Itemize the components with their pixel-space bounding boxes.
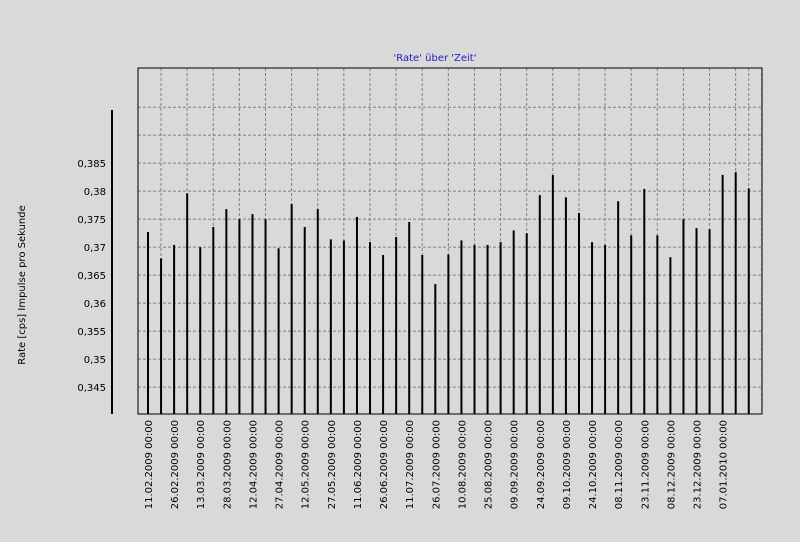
x-tick-label: 11.02.2009 00:00 xyxy=(144,420,155,509)
bar xyxy=(525,233,528,414)
y-tick-label: 0,345 xyxy=(77,383,106,394)
bar xyxy=(604,244,607,414)
x-tick-label: 10.08.2009 00:00 xyxy=(457,420,468,509)
x-tick-label: 07.01.2010 00:00 xyxy=(719,420,730,509)
marks xyxy=(147,172,750,414)
x-tick-label: 12.05.2009 00:00 xyxy=(301,420,312,509)
bar xyxy=(329,239,332,414)
bar xyxy=(617,201,620,414)
bar xyxy=(421,254,424,414)
x-tick-label: 26.07.2009 00:00 xyxy=(431,420,442,509)
bar xyxy=(199,247,202,414)
bar xyxy=(695,228,698,414)
bar xyxy=(682,219,685,414)
bar xyxy=(251,214,254,414)
bar xyxy=(747,188,750,414)
bar xyxy=(186,193,189,414)
bar xyxy=(577,213,580,414)
plot-frame xyxy=(137,67,763,415)
bar xyxy=(512,230,515,414)
bar xyxy=(630,235,633,414)
bar xyxy=(734,172,737,414)
bar xyxy=(538,195,541,414)
x-tick-label: 08.12.2009 00:00 xyxy=(666,420,677,509)
bar xyxy=(643,188,646,414)
y-tick-label: 0,365 xyxy=(77,271,106,282)
bar xyxy=(499,242,502,414)
bar xyxy=(721,174,724,414)
bar xyxy=(264,219,267,414)
x-tick-label: 24.09.2009 00:00 xyxy=(536,420,547,509)
bar xyxy=(708,229,711,414)
bar xyxy=(669,257,672,414)
x-tick-label: 25.08.2009 00:00 xyxy=(484,420,495,509)
bar xyxy=(290,204,293,414)
x-tick-label: 23.12.2009 00:00 xyxy=(693,420,704,509)
bar xyxy=(382,254,385,414)
x-tick-label: 24.10.2009 00:00 xyxy=(588,420,599,509)
bar xyxy=(408,221,411,414)
bar xyxy=(460,240,463,414)
y-tick-label: 0,355 xyxy=(77,327,106,338)
y-tick-label: 0,38 xyxy=(84,187,106,198)
x-tick-label: 08.11.2009 00:00 xyxy=(614,420,625,509)
x-tick-label: 09.09.2009 00:00 xyxy=(510,420,521,509)
y-tick-label: 0,385 xyxy=(77,159,106,170)
bar xyxy=(147,232,149,414)
x-tick-label: 27.05.2009 00:00 xyxy=(327,420,338,509)
x-tick-label: 11.06.2009 00:00 xyxy=(353,420,364,509)
bar xyxy=(225,209,228,414)
y-tick-label: 0,375 xyxy=(77,215,106,226)
bar xyxy=(551,174,554,414)
bar xyxy=(369,242,372,414)
x-tick-label: 27.04.2009 00:00 xyxy=(275,420,286,509)
bar xyxy=(395,237,398,414)
bar xyxy=(212,227,215,414)
x-tick-label: 12.04.2009 00:00 xyxy=(248,420,259,509)
x-tick-label: 26.02.2009 00:00 xyxy=(170,420,181,509)
x-tick-label: 11.07.2009 00:00 xyxy=(405,420,416,509)
x-tick-label: 28.03.2009 00:00 xyxy=(222,420,233,509)
bar xyxy=(303,227,306,414)
bar xyxy=(656,235,659,414)
bar xyxy=(277,248,280,414)
bar xyxy=(591,242,594,414)
y-axis-label: Rate [cps] Impulse pro Sekunde xyxy=(17,205,28,365)
bar xyxy=(342,240,345,414)
bar xyxy=(447,254,450,414)
chart-title: 'Rate' über 'Zeit' xyxy=(394,53,477,64)
x-tick-label: 23.11.2009 00:00 xyxy=(640,420,651,509)
y-tick-label: 0,35 xyxy=(84,355,106,366)
bar xyxy=(173,244,176,414)
bar xyxy=(564,197,567,414)
bar xyxy=(434,284,437,414)
bar xyxy=(486,244,489,414)
x-tick-label: 09.10.2009 00:00 xyxy=(562,420,573,509)
y-tick-label: 0,37 xyxy=(84,243,106,254)
bar xyxy=(355,216,358,414)
y-tick-label: 0,36 xyxy=(84,299,106,310)
bar xyxy=(160,258,163,414)
x-tick-label: 26.06.2009 00:00 xyxy=(379,420,390,509)
x-tick-label: 13.03.2009 00:00 xyxy=(196,420,207,509)
bar xyxy=(316,209,319,414)
bar xyxy=(238,219,241,414)
bar xyxy=(473,244,476,414)
